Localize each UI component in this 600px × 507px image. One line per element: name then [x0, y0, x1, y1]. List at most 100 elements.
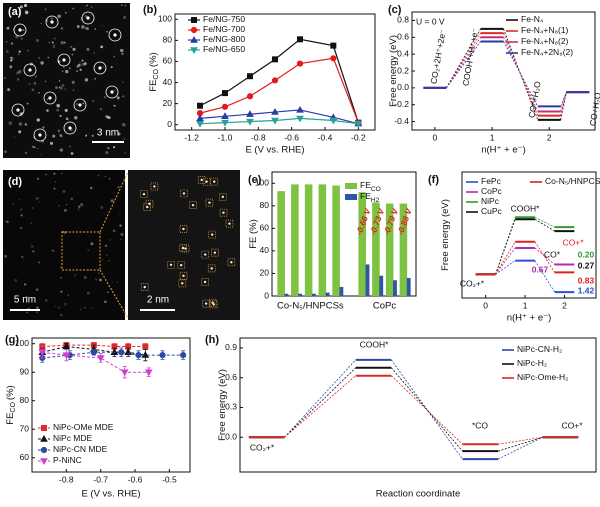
atom [6, 220, 8, 223]
atom [10, 59, 13, 62]
connector [534, 241, 555, 273]
atom [36, 306, 39, 309]
atom [16, 108, 20, 112]
atom [14, 279, 17, 282]
y-axis-label-main: FE [5, 413, 16, 425]
atom [61, 83, 65, 87]
atom [78, 103, 82, 107]
atom [53, 172, 56, 175]
atom-ring [45, 15, 59, 29]
atom [57, 14, 61, 19]
marker [271, 108, 279, 115]
step-label: CO₂+2H⁺+2e⁻ [428, 28, 448, 85]
y-tick-label: -0.4 [394, 116, 409, 126]
atom [65, 204, 68, 206]
legend-label: Fe/NG-750 [203, 14, 245, 24]
atom [113, 146, 116, 149]
atom [50, 20, 54, 24]
atom [90, 242, 94, 246]
x-tick-label: -0.6 [128, 474, 143, 484]
legend-marker [40, 446, 48, 454]
atom [121, 52, 124, 55]
atom [86, 47, 90, 51]
marker [296, 105, 304, 113]
scale-label: 5 nm [14, 295, 36, 306]
y-axis-label: Free energy (eV) [440, 199, 451, 271]
atom [64, 208, 67, 212]
atom [36, 177, 40, 181]
x-tick-label: 1 [523, 300, 528, 310]
connector [495, 260, 516, 275]
atom [92, 99, 95, 102]
atom [22, 258, 24, 260]
atom [83, 62, 87, 66]
atom [104, 176, 106, 178]
atom [116, 96, 120, 100]
bar [339, 286, 344, 296]
atom [86, 27, 89, 30]
atom [6, 221, 9, 224]
atom [87, 249, 89, 251]
atom [85, 135, 87, 137]
legend-swatch [345, 194, 357, 200]
atom [169, 263, 173, 267]
atom-box [167, 260, 175, 269]
marker [196, 120, 204, 128]
marker [197, 102, 203, 109]
legend-name: NiPc-CN MDE [53, 444, 108, 454]
atom [3, 76, 7, 80]
legend-swatch [345, 183, 357, 189]
marker [90, 349, 97, 356]
atom [182, 227, 185, 231]
legend-name: Fe/NG-650 [203, 44, 245, 54]
atom-box [225, 219, 234, 228]
panel-label: (d) [8, 176, 22, 188]
atom [221, 195, 225, 199]
panel-label: (b) [143, 4, 157, 16]
atom [104, 300, 107, 304]
y-tick-label: 90 [20, 366, 30, 376]
atom [60, 290, 63, 293]
panel-label: (c) [388, 4, 402, 16]
marker [246, 110, 254, 117]
connector [391, 375, 463, 445]
atom [32, 250, 35, 253]
legend-name: NiPc-CN-H₂ [517, 344, 562, 354]
atom [63, 66, 65, 68]
legend-label: FEH2 [360, 191, 380, 204]
marker [38, 349, 47, 357]
y-tick-label: 80 [260, 200, 270, 210]
step-label: COOH* [360, 339, 390, 349]
x-axis-label: E (V vs. RHE) [81, 489, 140, 500]
atom-ring [13, 23, 27, 37]
atom [228, 222, 231, 225]
y-tick-label: 80 [20, 395, 30, 405]
atom-box [181, 244, 190, 253]
atom [107, 147, 110, 150]
atom-box [140, 283, 149, 291]
atom [91, 134, 94, 137]
atom [100, 108, 102, 110]
atom [71, 53, 74, 56]
atom-box [179, 225, 188, 233]
legend-label: NiPc-H₂ [517, 358, 547, 368]
atom [84, 78, 89, 82]
atom [79, 68, 82, 71]
atom-box [201, 278, 209, 286]
plot-frame [271, 171, 417, 297]
atom [24, 10, 29, 15]
atom [86, 291, 90, 295]
atom [56, 108, 60, 112]
marker [246, 93, 254, 100]
atom [106, 115, 110, 119]
atom [94, 278, 98, 281]
step-label: CO* [544, 249, 561, 259]
annotation: 0.27 [578, 260, 595, 270]
connector [284, 359, 356, 438]
atom [80, 19, 82, 21]
atom [112, 229, 116, 233]
x-tick-label: -1.0 [218, 132, 233, 142]
atom [46, 109, 49, 112]
atom [122, 81, 124, 83]
atom [70, 197, 74, 201]
